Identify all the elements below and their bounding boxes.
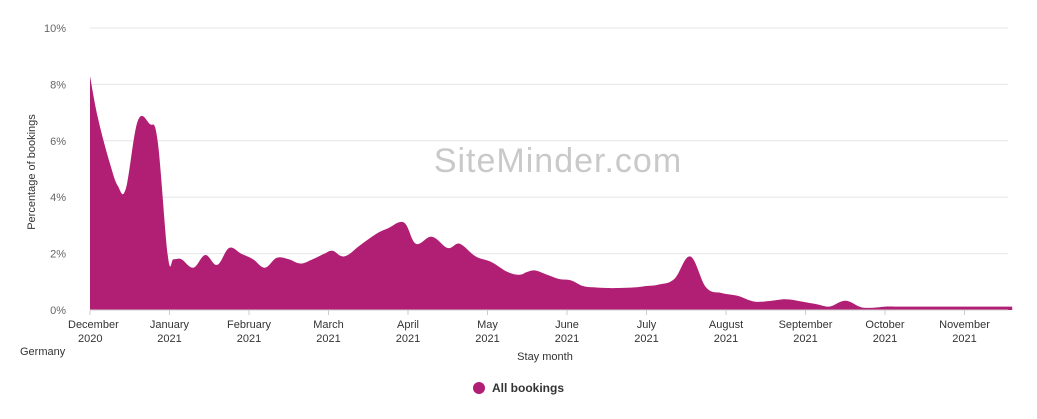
x-tick-label-year: 2021 [634, 333, 658, 345]
y-tick-label: 4% [50, 192, 66, 204]
x-axis-title: Stay month [517, 351, 573, 363]
gridlines [90, 27, 1008, 255]
x-tick-label-year: 2021 [555, 333, 579, 345]
x-tick-label-year: 2021 [157, 333, 181, 345]
x-tick-label-month: March [313, 319, 344, 331]
x-tick-label-year: 2021 [793, 333, 817, 345]
x-tick-label-year: 2021 [396, 333, 420, 345]
y-tick-label: 0% [50, 305, 66, 317]
x-tick-label-month: October [865, 319, 904, 331]
y-axis-ticks: 0% 2% 4% 6% 8% 10% [44, 23, 66, 317]
x-tick-label-month: May [477, 319, 498, 331]
y-tick-label: 6% [50, 136, 66, 148]
x-tick-label-year: 2021 [873, 333, 897, 345]
x-tick-label-month: November [939, 319, 990, 331]
x-tick-label-month: September [779, 319, 833, 331]
x-tick-label-month: December [68, 319, 119, 331]
x-tick-label-month: February [227, 319, 272, 331]
y-tick-label: 2% [50, 249, 66, 261]
watermark: SiteMinder.com [434, 142, 682, 180]
series-area-layer [90, 75, 1013, 310]
x-tick-label-year: 2021 [952, 333, 976, 345]
y-axis-title: Percentage of bookings [26, 114, 38, 230]
y-tick-label: 10% [44, 23, 66, 35]
x-tick-label-year: 2021 [714, 333, 738, 345]
x-tick-label-month: April [397, 319, 419, 331]
x-tick-label-year: 2021 [316, 333, 340, 345]
y-tick-label: 8% [50, 79, 66, 91]
x-tick-label-year: 2020 [78, 333, 102, 345]
region-label: Germany [20, 346, 66, 358]
x-tick-label-month: August [709, 319, 743, 331]
series-area-all-bookings[interactable] [90, 75, 1013, 310]
x-tick-label-year: 2021 [475, 333, 499, 345]
x-tick-label-month: July [637, 319, 657, 331]
legend-marker[interactable] [473, 382, 485, 394]
x-tick-label-month: June [555, 319, 579, 331]
legend: All bookings [0, 381, 1037, 395]
legend-label-all-bookings[interactable]: All bookings [492, 381, 564, 395]
x-tick-label-year: 2021 [237, 333, 261, 345]
x-tick-label-month: January [150, 319, 190, 331]
x-axis-ticks: December 2020 January 2021 February 2021 March… [68, 310, 990, 345]
